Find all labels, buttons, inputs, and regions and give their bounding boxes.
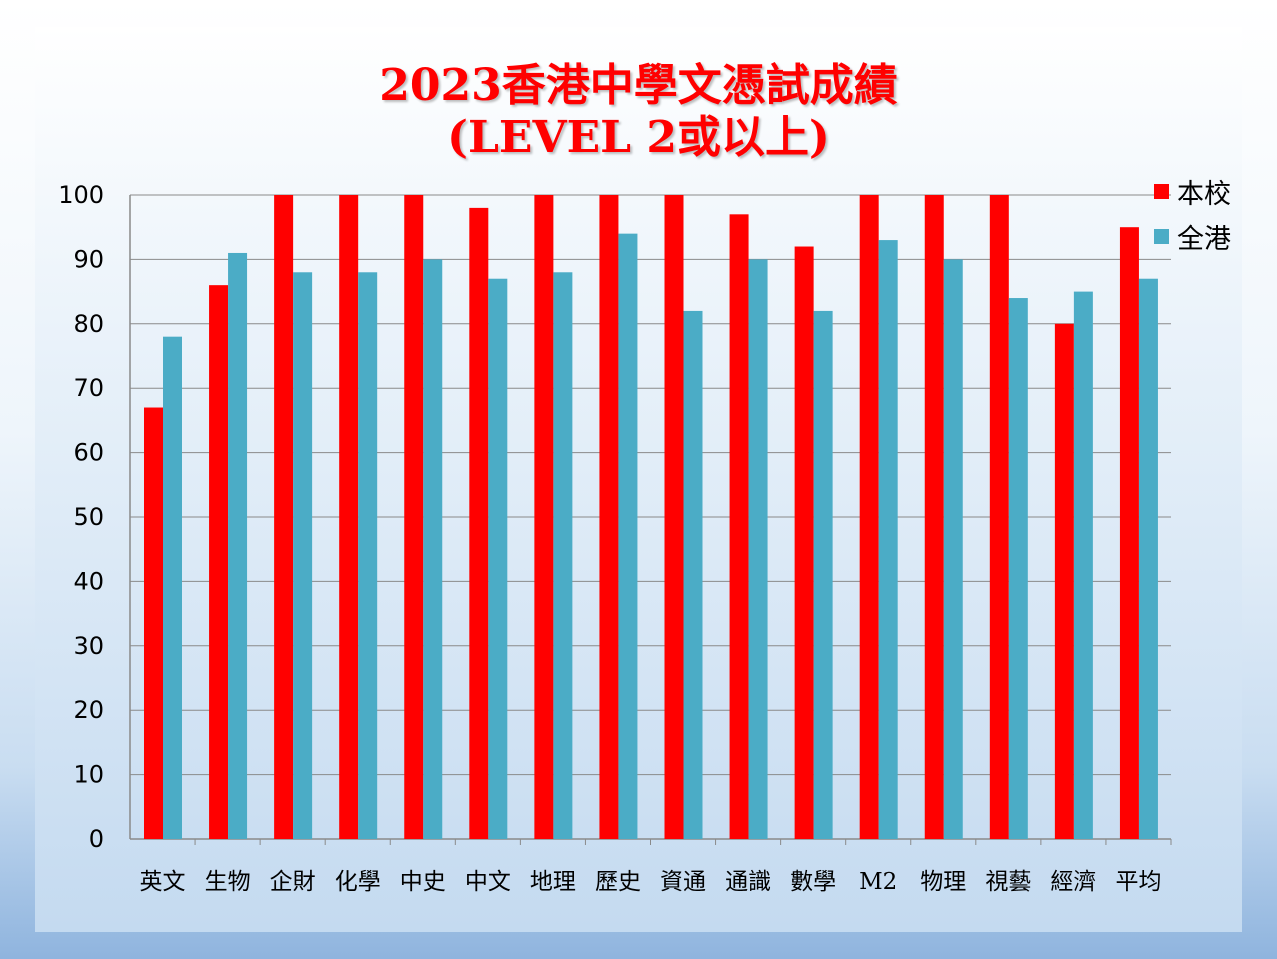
x-tick-label: 化學 (335, 869, 381, 895)
legend-label: 全港 (1177, 224, 1231, 255)
y-tick-label: 100 (58, 181, 104, 209)
bar-hk (358, 272, 378, 839)
x-tick-label: 歷史 (595, 869, 641, 895)
x-tick-label: 地理 (530, 869, 576, 895)
bar-hk (1138, 278, 1158, 840)
x-tick-label: 物理 (920, 869, 966, 895)
x-tick-label: 通識 (725, 869, 771, 895)
bar-hk (488, 278, 508, 840)
legend-label: 本校 (1177, 179, 1231, 210)
bar-school (404, 195, 424, 839)
legend-swatch (1154, 184, 1169, 199)
bar-hk (293, 272, 313, 839)
y-tick-label: 30 (73, 632, 104, 660)
bar-hk (228, 252, 248, 839)
bar-hk (1008, 298, 1028, 839)
bar-school (274, 195, 294, 839)
bar-hk (1073, 291, 1093, 840)
bar-school (144, 407, 163, 839)
x-tick-label: M2 (859, 869, 897, 895)
bar-school (469, 207, 489, 839)
bar-school (209, 285, 229, 839)
x-tick-label: 經濟 (1050, 869, 1096, 895)
bar-hk (748, 259, 768, 839)
bar-school (924, 195, 944, 839)
x-tick-label: 生物 (205, 869, 251, 895)
y-tick-label: 20 (73, 696, 104, 724)
y-tick-label: 90 (73, 245, 104, 273)
y-tick-label: 0 (89, 825, 104, 853)
chart-subtitle: (LEVEL 2或以上) (447, 112, 830, 163)
bar-hk (943, 259, 963, 839)
bar-hk (163, 336, 182, 839)
bar-school (1119, 227, 1139, 839)
x-tick-label: 平均 (1115, 869, 1161, 895)
bar-school (859, 195, 879, 839)
y-tick-label: 50 (73, 503, 104, 531)
x-tick-label: 英文 (140, 869, 186, 895)
bar-hk (878, 240, 898, 839)
x-tick-label: 中史 (400, 869, 446, 895)
legend-swatch (1154, 229, 1169, 244)
bar-school (989, 195, 1009, 839)
bar-school (599, 195, 619, 839)
bar-school (729, 214, 749, 839)
bar-school (339, 195, 359, 839)
bar-hk (683, 310, 703, 839)
y-tick-label: 80 (73, 310, 104, 338)
bar-school (1054, 323, 1074, 839)
y-tick-label: 60 (73, 439, 104, 467)
y-tick-label: 70 (73, 374, 104, 402)
x-tick-label: 企財 (270, 869, 316, 895)
bar-hk (813, 310, 833, 839)
chart-title: 2023香港中學文憑試成績 (379, 60, 898, 111)
bar-hk (423, 259, 443, 839)
x-tick-label: 數學 (790, 869, 836, 895)
bar-school (794, 246, 814, 839)
bar-school (664, 195, 684, 839)
x-tick-label: 中文 (465, 869, 511, 895)
bar-hk (618, 233, 638, 839)
x-tick-label: 視藝 (985, 869, 1031, 895)
y-tick-label: 40 (73, 567, 104, 595)
y-tick-label: 10 (73, 761, 104, 789)
bar-hk (553, 272, 573, 839)
x-tick-label: 資通 (660, 869, 706, 895)
bar-school (534, 195, 554, 839)
